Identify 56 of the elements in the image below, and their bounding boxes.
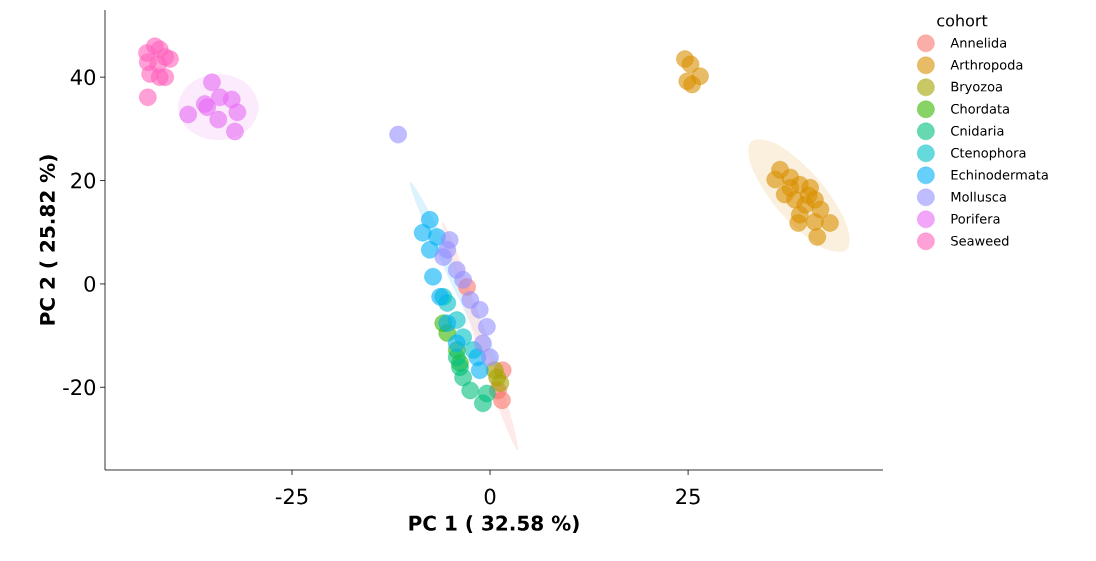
point: [461, 381, 480, 400]
legend-title: cohort: [937, 14, 988, 27]
x-axis-title: PC 1 ( 32.58 %): [409, 515, 579, 534]
point: [421, 211, 439, 229]
legend-label: Ctenophora: [951, 147, 1026, 161]
point: [808, 228, 827, 246]
legend-label: Arthropoda: [950, 59, 1023, 73]
x-tick-label: 0: [484, 488, 496, 505]
point: [478, 318, 496, 336]
legend-label: Annelida: [950, 37, 1006, 48]
point: [209, 110, 228, 129]
point: [438, 241, 457, 259]
point: [478, 384, 496, 403]
point: [806, 213, 824, 231]
point: [389, 125, 407, 144]
point: [413, 223, 432, 242]
y-tick-label: 20: [71, 172, 96, 189]
legend-label: Cnidaria: [951, 125, 1004, 136]
legend-label: Bryozoa: [951, 81, 1002, 95]
y-tick-label: -20: [63, 379, 96, 396]
point: [424, 267, 442, 286]
point: [203, 73, 221, 92]
point: [491, 374, 510, 392]
point: [431, 288, 449, 306]
point: [179, 105, 197, 124]
point: [481, 348, 499, 367]
point: [161, 50, 179, 68]
y-tick-label: 0: [84, 275, 96, 292]
legend-label: Chordata: [951, 103, 1009, 114]
point: [222, 90, 241, 109]
legend-label: Echinodermata: [951, 169, 1048, 180]
point: [438, 314, 457, 332]
point: [461, 291, 480, 309]
legend-label: Seaweed: [951, 235, 1009, 246]
y-tick-label: 40: [70, 69, 96, 86]
point: [156, 68, 175, 86]
point: [470, 300, 489, 319]
point: [470, 361, 489, 380]
x-tick-label: 25: [676, 488, 700, 505]
y-axis-title: PC 2 ( 25.82 %): [39, 155, 58, 325]
point: [228, 103, 247, 122]
point: [447, 348, 466, 367]
point: [454, 270, 472, 289]
point: [474, 334, 492, 353]
legend-label: Mollusca: [951, 191, 1006, 202]
point: [447, 334, 466, 353]
legend-label: Porifera: [951, 213, 1000, 224]
point: [421, 241, 439, 259]
point: [683, 75, 701, 94]
point: [681, 55, 700, 74]
point: [766, 170, 785, 189]
point: [789, 214, 808, 232]
point: [226, 122, 244, 141]
point: [138, 88, 157, 107]
point: [821, 214, 839, 232]
x-tick-label: -25: [275, 488, 308, 505]
